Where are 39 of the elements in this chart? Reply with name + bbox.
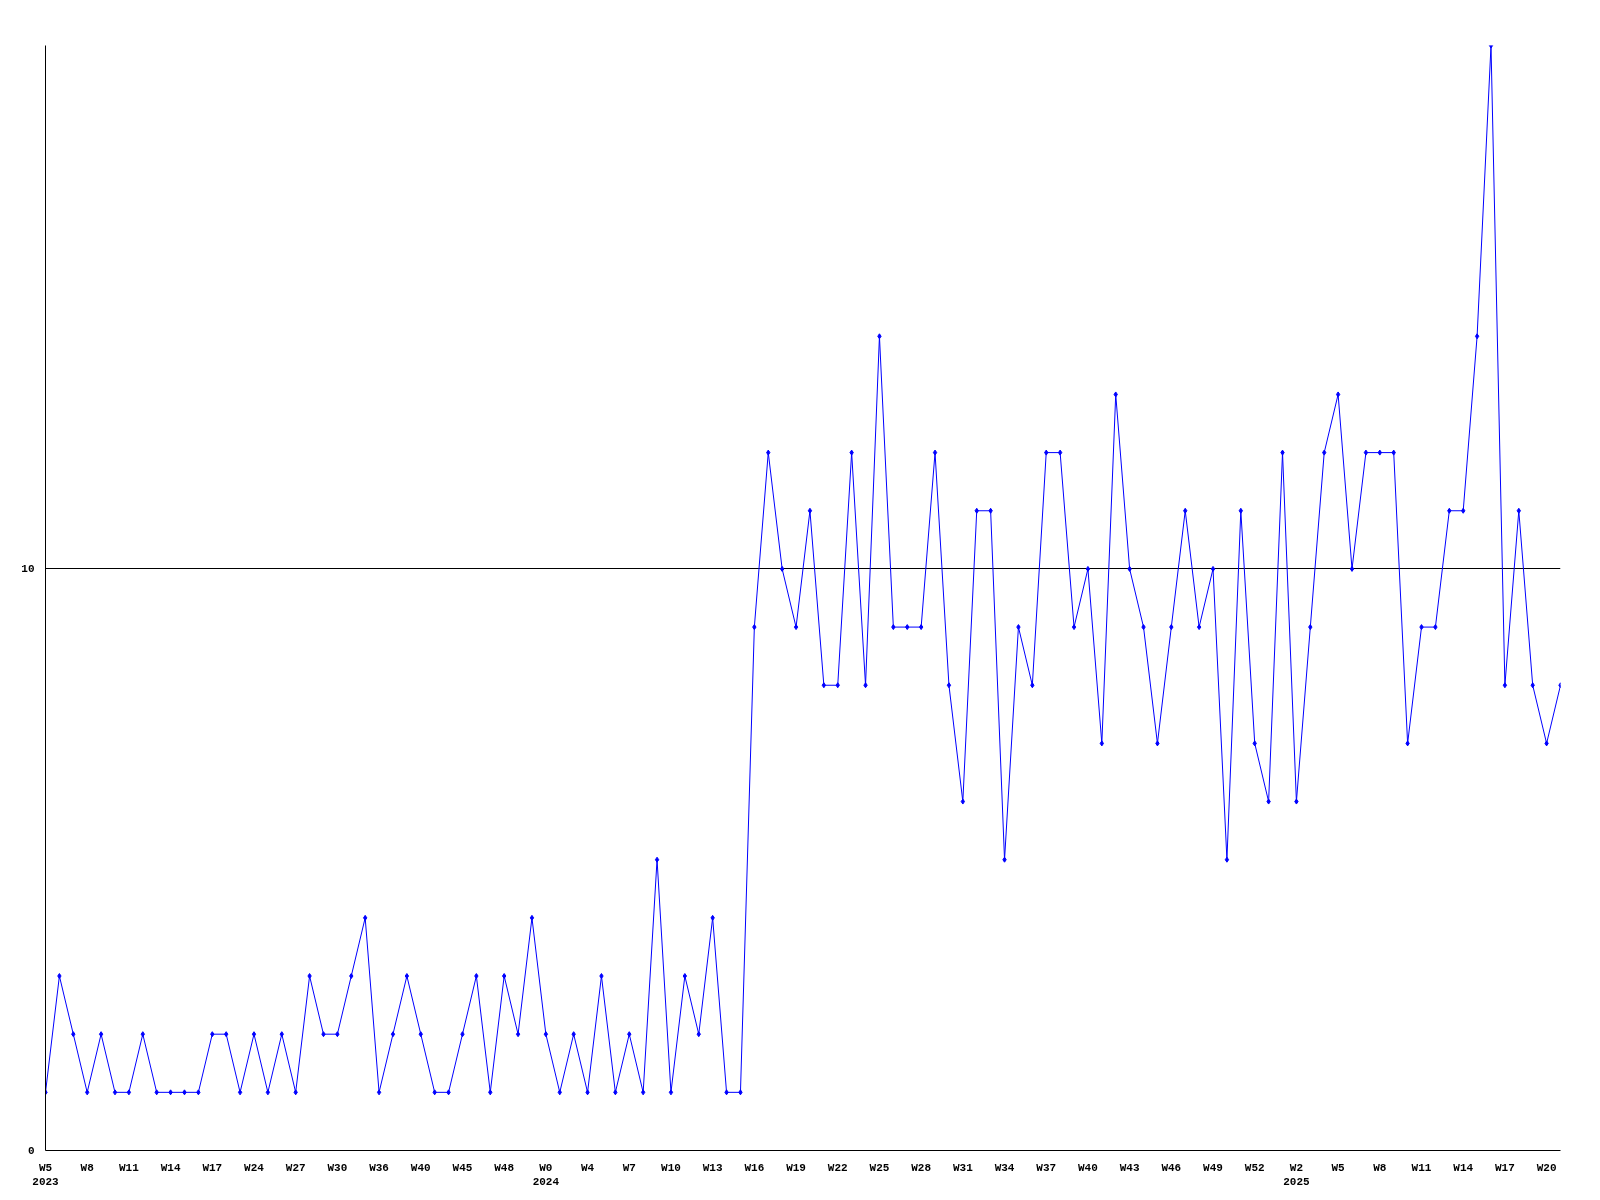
- x-tick-label: W49: [1203, 1161, 1223, 1174]
- x-tick-label: W27: [285, 1161, 306, 1174]
- x-tick-label: W8: [80, 1161, 95, 1174]
- x-tick-label: W52: [1244, 1161, 1265, 1174]
- x-tick-label: W48: [494, 1161, 515, 1174]
- x-tick-label: W34: [994, 1161, 1015, 1174]
- x-tick-label: W5: [1331, 1161, 1346, 1174]
- x-tick-label: W13: [702, 1161, 723, 1174]
- x-tick-label: W37: [1036, 1161, 1057, 1174]
- x-tick-label: W14: [1453, 1161, 1474, 1174]
- x-tick-label: W31: [952, 1161, 974, 1174]
- x-tick-label: W11: [118, 1161, 140, 1174]
- x-tick-label: W7: [622, 1161, 636, 1174]
- x-tick-label: W16: [744, 1161, 765, 1174]
- x-tick-label: W45: [452, 1161, 473, 1174]
- x-tick-label: W40: [1078, 1161, 1098, 1174]
- x-tick-label: W20: [1536, 1161, 1557, 1174]
- x-tick-label: W11: [1411, 1161, 1432, 1174]
- x-tick-label: W5 2023: [32, 1161, 60, 1188]
- x-tick-label: W25: [869, 1161, 890, 1174]
- x-tick-label: W40: [410, 1161, 431, 1174]
- x-tick-label: W43: [1119, 1161, 1140, 1174]
- x-tick-label: W10: [661, 1161, 681, 1174]
- x-tick-label: W24: [244, 1161, 265, 1174]
- x-tick-label: W22: [827, 1161, 848, 1174]
- x-tick-label: W17: [202, 1161, 223, 1174]
- x-tick-label: W19: [786, 1161, 806, 1174]
- x-tick-label: W8: [1373, 1161, 1387, 1174]
- y-tick-label: 10: [21, 563, 35, 576]
- x-tick-label: W28: [911, 1161, 932, 1174]
- y-tick-label: 0: [27, 1145, 35, 1157]
- x-tick-label: W14: [160, 1161, 181, 1174]
- x-tick-label: W30: [327, 1161, 348, 1174]
- x-tick-label: W36: [369, 1161, 389, 1174]
- x-tick-label: W0 2024: [532, 1161, 560, 1188]
- x-tick-label: W46: [1161, 1161, 1182, 1174]
- x-tick-label: W17: [1495, 1161, 1515, 1174]
- x-tick-label: W2 2025: [1283, 1161, 1311, 1188]
- x-tick-label: W4: [580, 1161, 595, 1174]
